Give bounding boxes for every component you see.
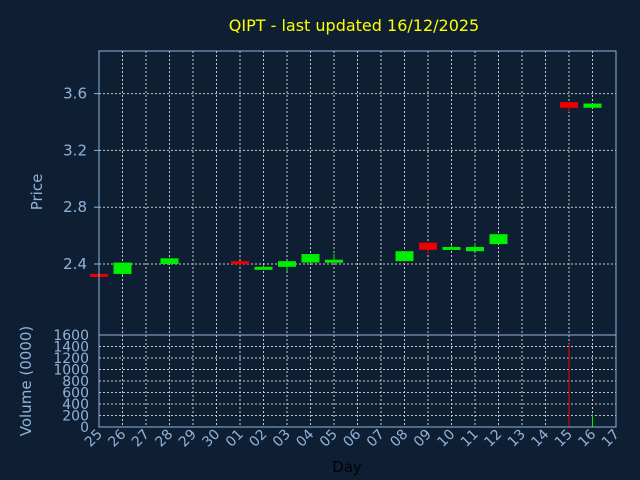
volume-axis-label: Volume (0000) <box>17 326 35 436</box>
volume-ytick-label: 0 <box>80 420 89 436</box>
x-tick-label: 27 <box>129 427 153 451</box>
x-tick-label: 04 <box>293 426 317 450</box>
volume-plot-frame <box>98 334 617 428</box>
candle-body <box>560 102 578 108</box>
volume-ytick-label: 200 <box>62 409 89 425</box>
volume-ytick-label: 800 <box>62 374 89 390</box>
candle-body <box>442 246 461 250</box>
x-tick-label: 05 <box>317 427 341 451</box>
x-tick-label: 16 <box>575 426 599 450</box>
candle-body <box>301 254 320 263</box>
price-panel: 2.4 2.8 3.2 3.6 <box>63 51 617 335</box>
chart-title: QIPT - last updated 16/12/2025 <box>229 16 479 35</box>
price-ytick-label: 3.6 <box>63 85 87 103</box>
volume-ytick-label: 1200 <box>53 351 89 367</box>
x-tick-label: 29 <box>176 427 200 451</box>
candle-body <box>113 262 132 274</box>
x-axis-label: Day <box>332 458 362 476</box>
x-axis-ticks: 25 26 27 28 29 30 01 02 03 04 05 06 07 08 09 10 11 12 13 14… <box>82 426 623 450</box>
x-tick-label: 17 <box>599 427 623 451</box>
x-tick-label: 03 <box>270 427 294 451</box>
candle-body <box>278 261 296 267</box>
candle-body <box>419 242 437 250</box>
price-axis-label: Price <box>28 174 46 211</box>
candle-body <box>231 261 249 265</box>
x-tick-label: 06 <box>340 426 364 450</box>
volume-ytick-label: 1600 <box>53 328 89 344</box>
volume-ytick-label: 1400 <box>53 340 89 356</box>
x-tick-label: 28 <box>152 427 176 451</box>
x-tick-label: 11 <box>458 427 482 451</box>
volume-ytick-label: 400 <box>62 397 89 413</box>
price-ytick-label: 3.2 <box>63 141 87 159</box>
x-tick-label: 12 <box>481 427 505 451</box>
x-tick-label: 15 <box>552 427 576 451</box>
x-tick-label: 01 <box>223 427 247 451</box>
x-tick-label: 07 <box>364 427 388 451</box>
candle-body <box>466 246 484 252</box>
candle-body <box>489 234 508 245</box>
candle-body <box>160 258 179 264</box>
x-tick-label: 30 <box>199 427 223 451</box>
candle-body <box>325 259 343 263</box>
x-tick-label: 08 <box>387 427 411 451</box>
candle-body <box>583 103 602 108</box>
candle-body <box>395 251 414 262</box>
volume-ytick-label: 1000 <box>53 363 89 379</box>
candle-body <box>254 266 273 270</box>
volume-ytick-label: 600 <box>62 386 89 402</box>
price-ytick-label: 2.8 <box>63 198 87 216</box>
price-ytick-label: 2.4 <box>63 255 87 273</box>
x-tick-label: 13 <box>505 427 529 451</box>
x-tick-label: 26 <box>105 426 129 450</box>
x-tick-label: 14 <box>528 426 552 450</box>
x-tick-label: 10 <box>434 427 458 451</box>
x-tick-label: 02 <box>246 427 270 451</box>
x-tick-label: 09 <box>411 427 435 451</box>
